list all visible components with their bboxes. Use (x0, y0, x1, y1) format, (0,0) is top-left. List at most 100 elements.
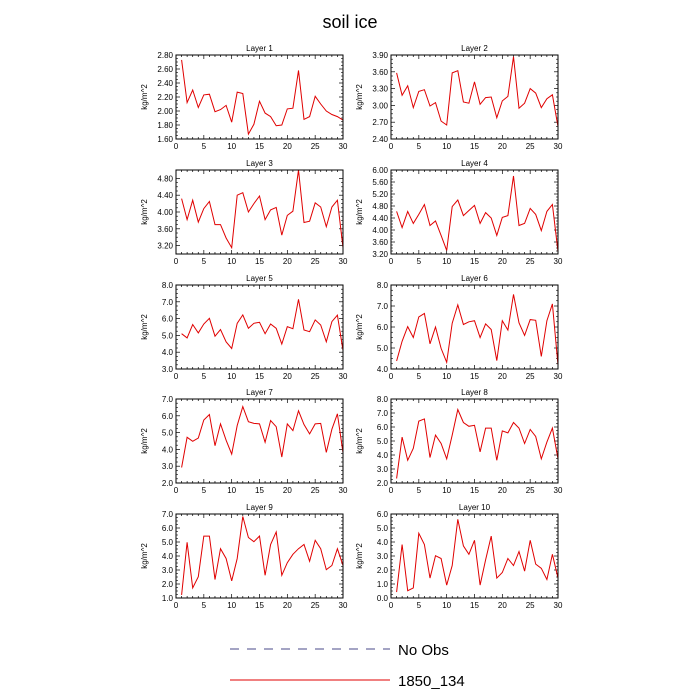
x-tick-label: 20 (283, 257, 292, 266)
panel-layer-9: Layer 9 kg/m^2 0 5 10 15 20 25 30 1.0 2.0 3.0 4.0 5.0… (140, 503, 348, 610)
y-tick-label: 4.80 (157, 174, 173, 183)
y-tick-label: 2.80 (157, 51, 173, 60)
x-tick-label: 25 (311, 142, 320, 151)
x-tick-label: 30 (554, 142, 563, 151)
plot-frame (175, 398, 344, 484)
plot-frame (390, 398, 559, 484)
y-tick-label: 4.0 (162, 445, 174, 454)
x-tick-label: 5 (417, 486, 422, 495)
series-line-1850-134 (396, 56, 558, 127)
y-tick-label: 7.0 (162, 395, 174, 404)
y-tick-label: 1.0 (377, 580, 389, 589)
panel-title: Layer 7 (246, 388, 273, 397)
y-tick-label: 8.0 (377, 281, 389, 290)
x-tick-label: 25 (526, 372, 535, 381)
x-tick-label: 5 (202, 601, 207, 610)
panel-layer-3: Layer 3 kg/m^2 0 5 10 15 20 25 30 3.20 3.60 4.00 4.4… (140, 159, 348, 266)
x-tick-label: 15 (470, 142, 479, 151)
plot-frame (175, 54, 344, 140)
y-tick-label: 2.0 (162, 580, 174, 589)
x-tick-label: 5 (202, 372, 207, 381)
x-tick-label: 10 (442, 601, 451, 610)
plot-frame (390, 284, 559, 370)
y-tick-label: 2.70 (372, 118, 388, 127)
x-tick-label: 10 (227, 486, 236, 495)
x-tick-label: 25 (526, 257, 535, 266)
series-line-1850-134 (181, 516, 343, 595)
y-tick-label: 5.0 (377, 344, 389, 353)
y-tick-label: 6.0 (162, 524, 174, 533)
x-tick-label: 25 (526, 601, 535, 610)
panel-title: Layer 2 (461, 44, 488, 53)
y-axis-label: kg/m^2 (355, 543, 364, 569)
y-tick-label: 2.40 (372, 135, 388, 144)
y-tick-label: 3.20 (372, 250, 388, 259)
y-tick-label: 3.00 (372, 101, 388, 110)
y-axis-label: kg/m^2 (355, 84, 364, 110)
panel-layer-6: Layer 6 kg/m^2 0 5 10 15 20 25 30 4.0 5.0 6.0 7.0 8.0 (355, 274, 563, 381)
panel-layer-1: Layer 1 kg/m^2 0 5 10 15 20 25 30 1.60 1.80 2.00 2.2… (140, 44, 348, 151)
y-tick-label: 5.0 (377, 524, 389, 533)
x-tick-label: 15 (470, 486, 479, 495)
series-line-1850-134 (181, 405, 343, 468)
x-tick-label: 15 (470, 257, 479, 266)
x-tick-label: 15 (470, 372, 479, 381)
y-tick-label: 2.40 (157, 79, 173, 88)
y-tick-label: 2.00 (157, 107, 173, 116)
y-tick-label: 1.60 (157, 135, 173, 144)
y-tick-label: 2.60 (157, 65, 173, 74)
x-tick-label: 25 (311, 601, 320, 610)
series-line-1850-134 (181, 59, 343, 136)
x-tick-label: 0 (389, 257, 394, 266)
y-axis-label: kg/m^2 (355, 428, 364, 454)
x-tick-label: 5 (202, 257, 207, 266)
y-tick-label: 5.0 (162, 429, 174, 438)
y-tick-label: 3.0 (377, 552, 389, 561)
x-tick-label: 5 (417, 601, 422, 610)
x-tick-label: 20 (283, 601, 292, 610)
y-tick-label: 7.0 (162, 298, 174, 307)
x-tick-label: 0 (174, 257, 179, 266)
y-tick-label: 8.0 (162, 281, 174, 290)
y-tick-label: 3.0 (162, 462, 174, 471)
x-tick-label: 20 (498, 601, 507, 610)
y-tick-label: 7.0 (162, 510, 174, 519)
plot-frame (390, 54, 559, 140)
y-axis-label: kg/m^2 (140, 428, 149, 454)
y-tick-label: 4.0 (377, 451, 389, 460)
series-line-1850-134 (396, 294, 558, 366)
y-tick-label: 4.0 (377, 365, 389, 374)
x-tick-label: 30 (339, 372, 348, 381)
x-tick-label: 20 (283, 486, 292, 495)
y-tick-label: 7.0 (377, 302, 389, 311)
x-tick-label: 5 (202, 486, 207, 495)
x-tick-label: 30 (339, 601, 348, 610)
x-tick-label: 10 (227, 372, 236, 381)
x-tick-label: 0 (389, 142, 394, 151)
plot-frame (390, 513, 559, 599)
x-tick-label: 30 (554, 257, 563, 266)
x-tick-label: 10 (442, 486, 451, 495)
y-tick-label: 5.0 (162, 538, 174, 547)
x-tick-label: 25 (311, 372, 320, 381)
x-tick-label: 15 (255, 142, 264, 151)
panel-title: Layer 9 (246, 503, 273, 512)
x-tick-label: 30 (554, 372, 563, 381)
panel-title: Layer 10 (459, 503, 491, 512)
y-tick-label: 5.0 (377, 437, 389, 446)
x-tick-label: 0 (389, 372, 394, 381)
y-tick-label: 7.0 (377, 409, 389, 418)
y-tick-label: 6.0 (377, 510, 389, 519)
x-tick-label: 25 (311, 257, 320, 266)
x-tick-label: 20 (498, 257, 507, 266)
y-axis-label: kg/m^2 (140, 84, 149, 110)
plot-frame (175, 169, 344, 255)
plot-frame (390, 169, 559, 255)
y-tick-label: 6.0 (162, 315, 174, 324)
x-tick-label: 20 (498, 142, 507, 151)
panel-title: Layer 4 (461, 159, 488, 168)
y-tick-label: 4.0 (377, 538, 389, 547)
y-tick-label: 4.00 (157, 208, 173, 217)
x-tick-label: 25 (526, 486, 535, 495)
